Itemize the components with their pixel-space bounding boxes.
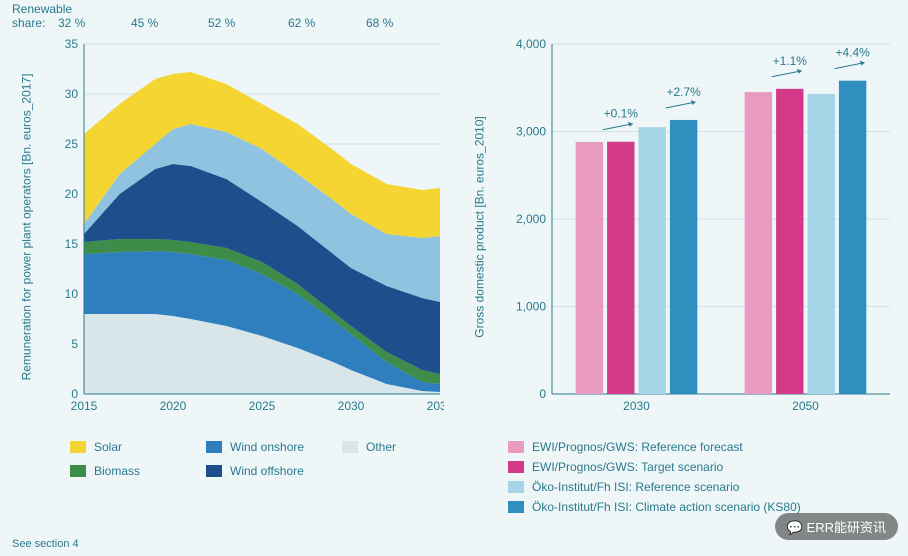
bar-oko_ref-2050 [808, 94, 835, 394]
bar-ewi_ref-2030 [576, 142, 603, 394]
svg-text:2035: 2035 [427, 399, 444, 413]
renewable-label: Renewable [12, 2, 72, 16]
svg-text:2050: 2050 [792, 399, 819, 413]
svg-text:+1.1%: +1.1% [773, 54, 808, 68]
svg-text:+0.1%: +0.1% [604, 107, 639, 121]
bar-oko_ref-2030 [639, 127, 666, 394]
watermark-overlay: 💬 ERR能研资讯 [775, 513, 898, 540]
legend-label: Wind offshore [230, 464, 304, 478]
swatch-icon [508, 481, 524, 493]
legend-item-ewi_tgt: EWI/Prognos/GWS: Target scenario [508, 460, 902, 474]
svg-text:2030: 2030 [338, 399, 365, 413]
left-legend: Solar Wind onshore Other Biomass Wind offsho… [70, 440, 450, 488]
svg-text:3,000: 3,000 [516, 125, 546, 139]
renewable-share-row: share: 32 % 45 % 52 % 62 % 68 % [12, 16, 442, 32]
legend-label: Biomass [94, 464, 140, 478]
wechat-icon: 💬 [787, 520, 807, 535]
svg-text:0: 0 [539, 387, 546, 401]
swatch-icon [342, 441, 358, 453]
svg-text:2020: 2020 [160, 399, 187, 413]
legend-label: Solar [94, 440, 122, 454]
footnote: See section 4 [12, 538, 79, 550]
legend-label: Öko-Institut/Fh ISI: Reference scenario [532, 480, 739, 494]
svg-text:35: 35 [65, 38, 79, 51]
swatch-icon [206, 441, 222, 453]
legend-label: EWI/Prognos/GWS: Target scenario [532, 460, 723, 474]
legend-item-wind_onshore: Wind onshore [206, 440, 316, 454]
svg-text:1,000: 1,000 [516, 300, 546, 314]
share-label: share: [12, 16, 45, 30]
svg-text:+2.7%: +2.7% [666, 85, 701, 99]
legend-label: EWI/Prognos/GWS: Reference forecast [532, 440, 743, 454]
area-chart: 0510152025303520152020202520302035 [56, 38, 444, 416]
bar-ewi_tgt-2050 [776, 89, 803, 394]
svg-text:4,000: 4,000 [516, 38, 546, 51]
bar-oko_cli-2030 [670, 120, 697, 394]
legend-item-biomass: Biomass [70, 464, 180, 478]
bar-ewi_tgt-2030 [607, 142, 634, 394]
figure-root: Renewable share: 32 % 45 % 52 % 62 % 68 % Re… [0, 0, 908, 556]
svg-text:2025: 2025 [249, 399, 276, 413]
left-y-axis-label: Remuneration for power plant operators [… [4, 38, 48, 416]
legend-label: Wind onshore [230, 440, 304, 454]
swatch-icon [70, 441, 86, 453]
svg-text:2,000: 2,000 [516, 212, 546, 226]
legend-item-oko_ref: Öko-Institut/Fh ISI: Reference scenario [508, 480, 902, 494]
svg-text:30: 30 [65, 87, 79, 101]
swatch-icon [70, 465, 86, 477]
svg-text:25: 25 [65, 137, 79, 151]
legend-item-other: Other [342, 440, 452, 454]
legend-label: Öko-Institut/Fh ISI: Climate action scen… [532, 500, 801, 514]
share-pct: 68 % [366, 16, 393, 30]
legend-item-ewi_ref: EWI/Prognos/GWS: Reference forecast [508, 440, 902, 454]
svg-text:+4.4%: +4.4% [835, 46, 870, 60]
legend-item-solar: Solar [70, 440, 180, 454]
right-legend: EWI/Prognos/GWS: Reference forecast EWI/P… [508, 440, 902, 520]
svg-text:10: 10 [65, 287, 79, 301]
swatch-icon [508, 461, 524, 473]
svg-text:20: 20 [65, 187, 79, 201]
swatch-icon [206, 465, 222, 477]
svg-text:2015: 2015 [71, 399, 98, 413]
share-pct: 45 % [131, 16, 158, 30]
share-pct: 52 % [208, 16, 235, 30]
bar-ewi_ref-2050 [745, 92, 772, 394]
svg-text:5: 5 [71, 337, 78, 351]
legend-label: Other [366, 440, 396, 454]
swatch-icon [508, 441, 524, 453]
svg-text:15: 15 [65, 237, 79, 251]
share-pct: 62 % [288, 16, 315, 30]
bar-chart: 0 1,000 2,000 3,000 4,000 2030 2050 +0.1% +2.7% +… [508, 38, 896, 416]
bar-oko_cli-2050 [839, 81, 866, 394]
swatch-icon [508, 501, 524, 513]
legend-item-oko_cli: Öko-Institut/Fh ISI: Climate action scen… [508, 500, 902, 514]
share-pct: 32 % [58, 16, 85, 30]
right-y-axis-label: Gross domestic product [Bn. euros_2010] [458, 38, 502, 416]
svg-text:2030: 2030 [623, 399, 650, 413]
legend-item-wind_offshore: Wind offshore [206, 464, 316, 478]
